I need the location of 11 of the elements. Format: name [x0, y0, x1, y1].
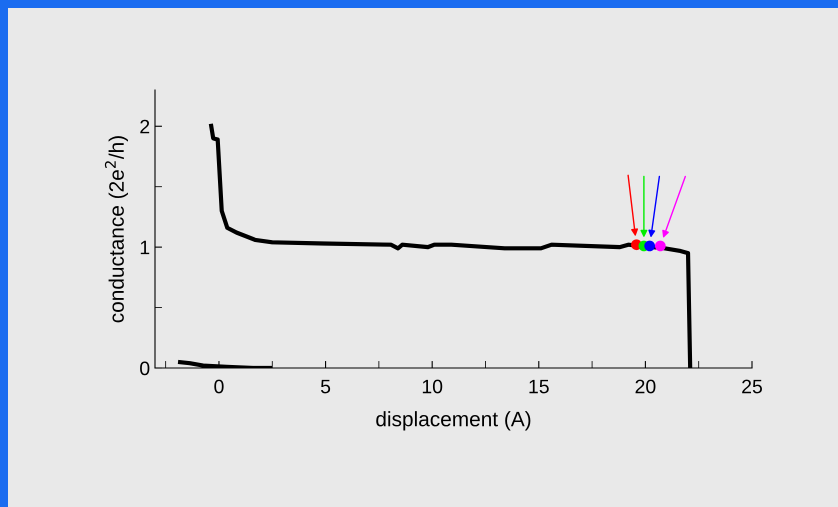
x-axis-title: displacement (A)	[376, 411, 530, 431]
y-tick-label: 2	[140, 120, 150, 134]
x-tick-label: 25	[742, 380, 762, 394]
y-tick-label: 1	[140, 240, 150, 254]
x-tick-label: 0	[214, 380, 224, 394]
x-tick-label: 20	[636, 380, 656, 394]
x-tick-label: 10	[422, 380, 442, 394]
y-tick-label: 0	[140, 361, 150, 376]
y-axis-title: conductance (2e$^{2}$/h)	[104, 136, 128, 322]
x-tick-label: 15	[529, 380, 549, 394]
x-tick-label: 5	[320, 380, 330, 394]
